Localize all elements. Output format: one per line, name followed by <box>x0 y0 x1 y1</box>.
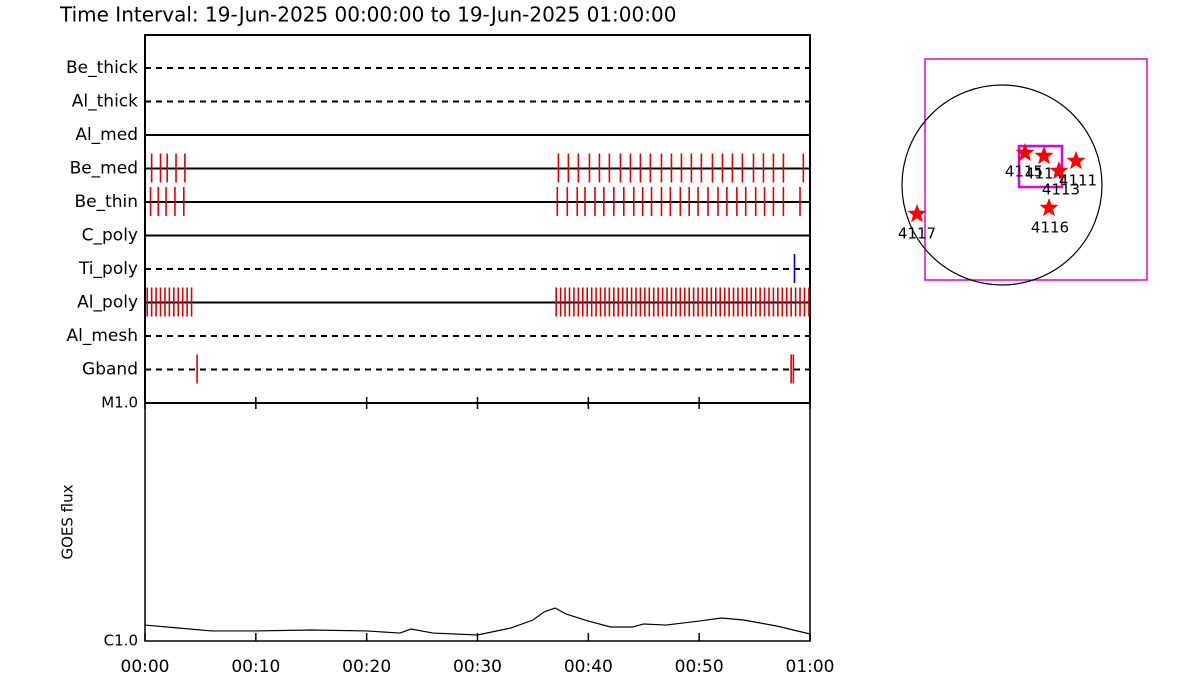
region-label: 4117 <box>898 225 936 243</box>
x-tick-label: 00:40 <box>564 657 613 677</box>
row-label: Al_mesh <box>66 326 138 346</box>
region-star <box>1015 143 1035 162</box>
x-tick-label: 00:20 <box>342 657 391 677</box>
goes-frame <box>144 402 811 642</box>
x-tick-label: 01:00 <box>786 657 835 677</box>
row-label: Be_med <box>70 159 138 179</box>
region-label: 4116 <box>1031 219 1069 237</box>
x-tick-label: 00:50 <box>675 657 724 677</box>
row-label: Al_med <box>75 125 138 145</box>
row-label: Al_poly <box>77 293 138 313</box>
row-label: Al_thick <box>72 92 138 112</box>
y-tick-label: M1.0 <box>101 394 138 412</box>
region-label: 4111 <box>1059 172 1097 190</box>
region-star <box>1066 151 1086 170</box>
y-tick-label: C1.0 <box>104 632 138 650</box>
row-label: Be_thick <box>66 58 138 78</box>
region-star <box>1049 161 1069 180</box>
row-label: Ti_poly <box>78 259 138 279</box>
region-label: 4113 <box>1042 181 1080 199</box>
x-tick-label: 00:30 <box>453 657 502 677</box>
y-axis-label: GOES flux <box>59 484 77 559</box>
region-star <box>907 204 927 223</box>
timeline-frame <box>144 34 811 404</box>
row-label: Be_thin <box>74 192 138 212</box>
x-tick-label: 00:10 <box>231 657 280 677</box>
x-tick-label: 00:00 <box>121 657 170 677</box>
row-label: Gband <box>82 360 138 380</box>
fov-box <box>1017 144 1064 189</box>
title: Time Interval: 19-Jun-2025 00:00:00 to 1… <box>59 3 676 27</box>
region-star <box>1034 146 1054 165</box>
map-frame <box>924 58 1148 281</box>
row-label: C_poly <box>82 226 138 246</box>
solar-disk <box>901 84 1103 286</box>
region-label: 4115 <box>1005 163 1043 181</box>
region-star <box>1039 198 1059 217</box>
goes-line <box>144 607 811 636</box>
